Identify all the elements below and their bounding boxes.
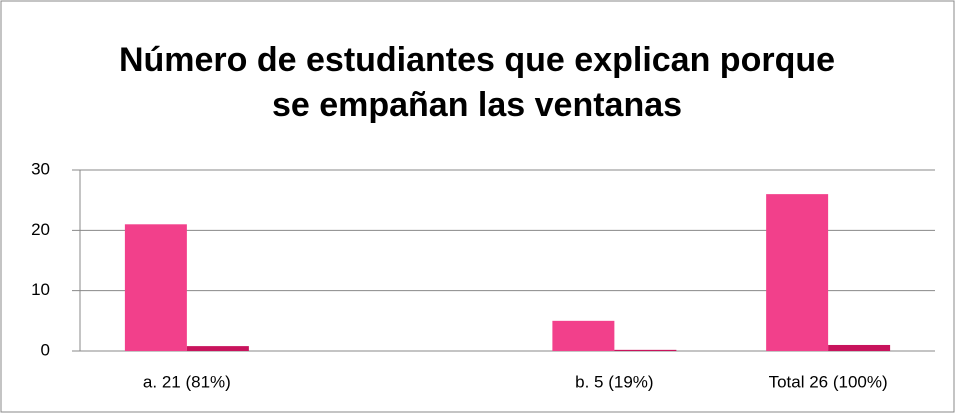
y-tick-label: 20	[31, 220, 50, 239]
y-tick-label: 0	[41, 340, 50, 359]
bar	[552, 320, 615, 351]
x-tick-label: a. 21 (81%)	[143, 372, 231, 391]
bar	[124, 224, 187, 351]
bar	[828, 344, 891, 351]
y-tick-label: 10	[31, 280, 50, 299]
chart-title: Número de estudiantes que explican porqu…	[118, 41, 836, 124]
y-tick-label: 30	[31, 159, 50, 178]
x-tick-label: Total 26 (100%)	[769, 372, 888, 391]
bar	[766, 194, 829, 351]
bar	[614, 349, 677, 351]
bar	[186, 346, 249, 351]
x-tick-label: b. 5 (19%)	[575, 372, 653, 391]
